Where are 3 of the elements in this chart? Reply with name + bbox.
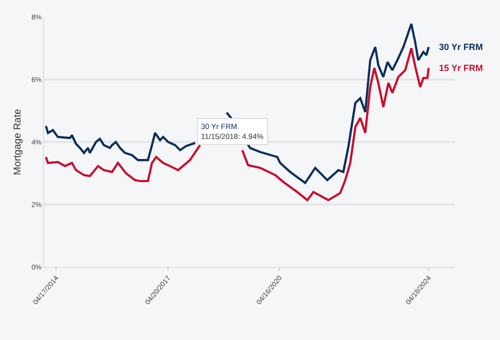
series-label: 15 Yr FRM: [439, 63, 483, 73]
series-label: 30 Yr FRM: [439, 42, 483, 52]
y-axis-title: Mortgage Rate: [12, 108, 24, 176]
